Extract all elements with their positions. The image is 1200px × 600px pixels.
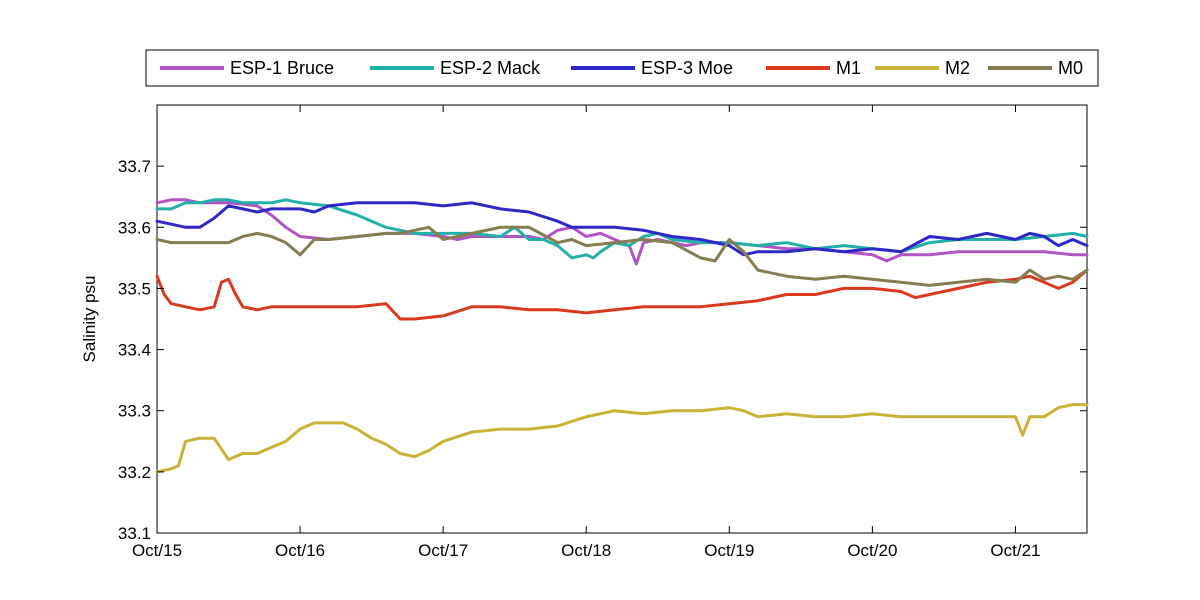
- x-tick-label: Oct/15: [132, 541, 182, 560]
- plot-frame: [156, 104, 1088, 534]
- x-tick-label: Oct/20: [847, 541, 897, 560]
- series-line-m1: [155, 268, 1089, 321]
- legend-label: ESP-3 Moe: [641, 58, 733, 78]
- y-axis-label: Salinity psu: [80, 276, 99, 363]
- x-tick-label: Oct/21: [990, 541, 1040, 560]
- series-line-m0: [155, 225, 1089, 287]
- legend-label: M2: [945, 58, 970, 78]
- y-tick-label: 33.7: [118, 157, 151, 176]
- x-tick-label: Oct/18: [561, 541, 611, 560]
- legend-label: ESP-2 Mack: [440, 58, 541, 78]
- y-tick-label: 33.1: [118, 524, 151, 543]
- x-tick-label: Oct/17: [418, 541, 468, 560]
- y-tick-label: 33.3: [118, 402, 151, 421]
- legend: ESP-1 Bruce ESP-2 Mack ESP-3 Moe M1 M2 M0: [145, 49, 1099, 87]
- y-tick-label: 33.6: [118, 218, 151, 237]
- x-tick-label: Oct/16: [275, 541, 325, 560]
- y-tick-label: 33.5: [118, 279, 151, 298]
- legend-label: M0: [1058, 58, 1083, 78]
- x-tick-label: Oct/19: [704, 541, 754, 560]
- series-line-m2: [155, 403, 1089, 474]
- y-tick-label: 33.2: [118, 463, 151, 482]
- legend-label: M1: [836, 58, 861, 78]
- series-line-esp-3-moe: [155, 201, 1089, 257]
- plot-area: 33.1 33.2 33.3 33.4 33.5 33.6 33.7 Oct/15 Oct/1…: [118, 104, 1089, 560]
- series-line-esp-1-bruce: [155, 198, 1089, 266]
- y-tick-label: 33.4: [118, 341, 151, 360]
- legend-label: ESP-1 Bruce: [230, 58, 334, 78]
